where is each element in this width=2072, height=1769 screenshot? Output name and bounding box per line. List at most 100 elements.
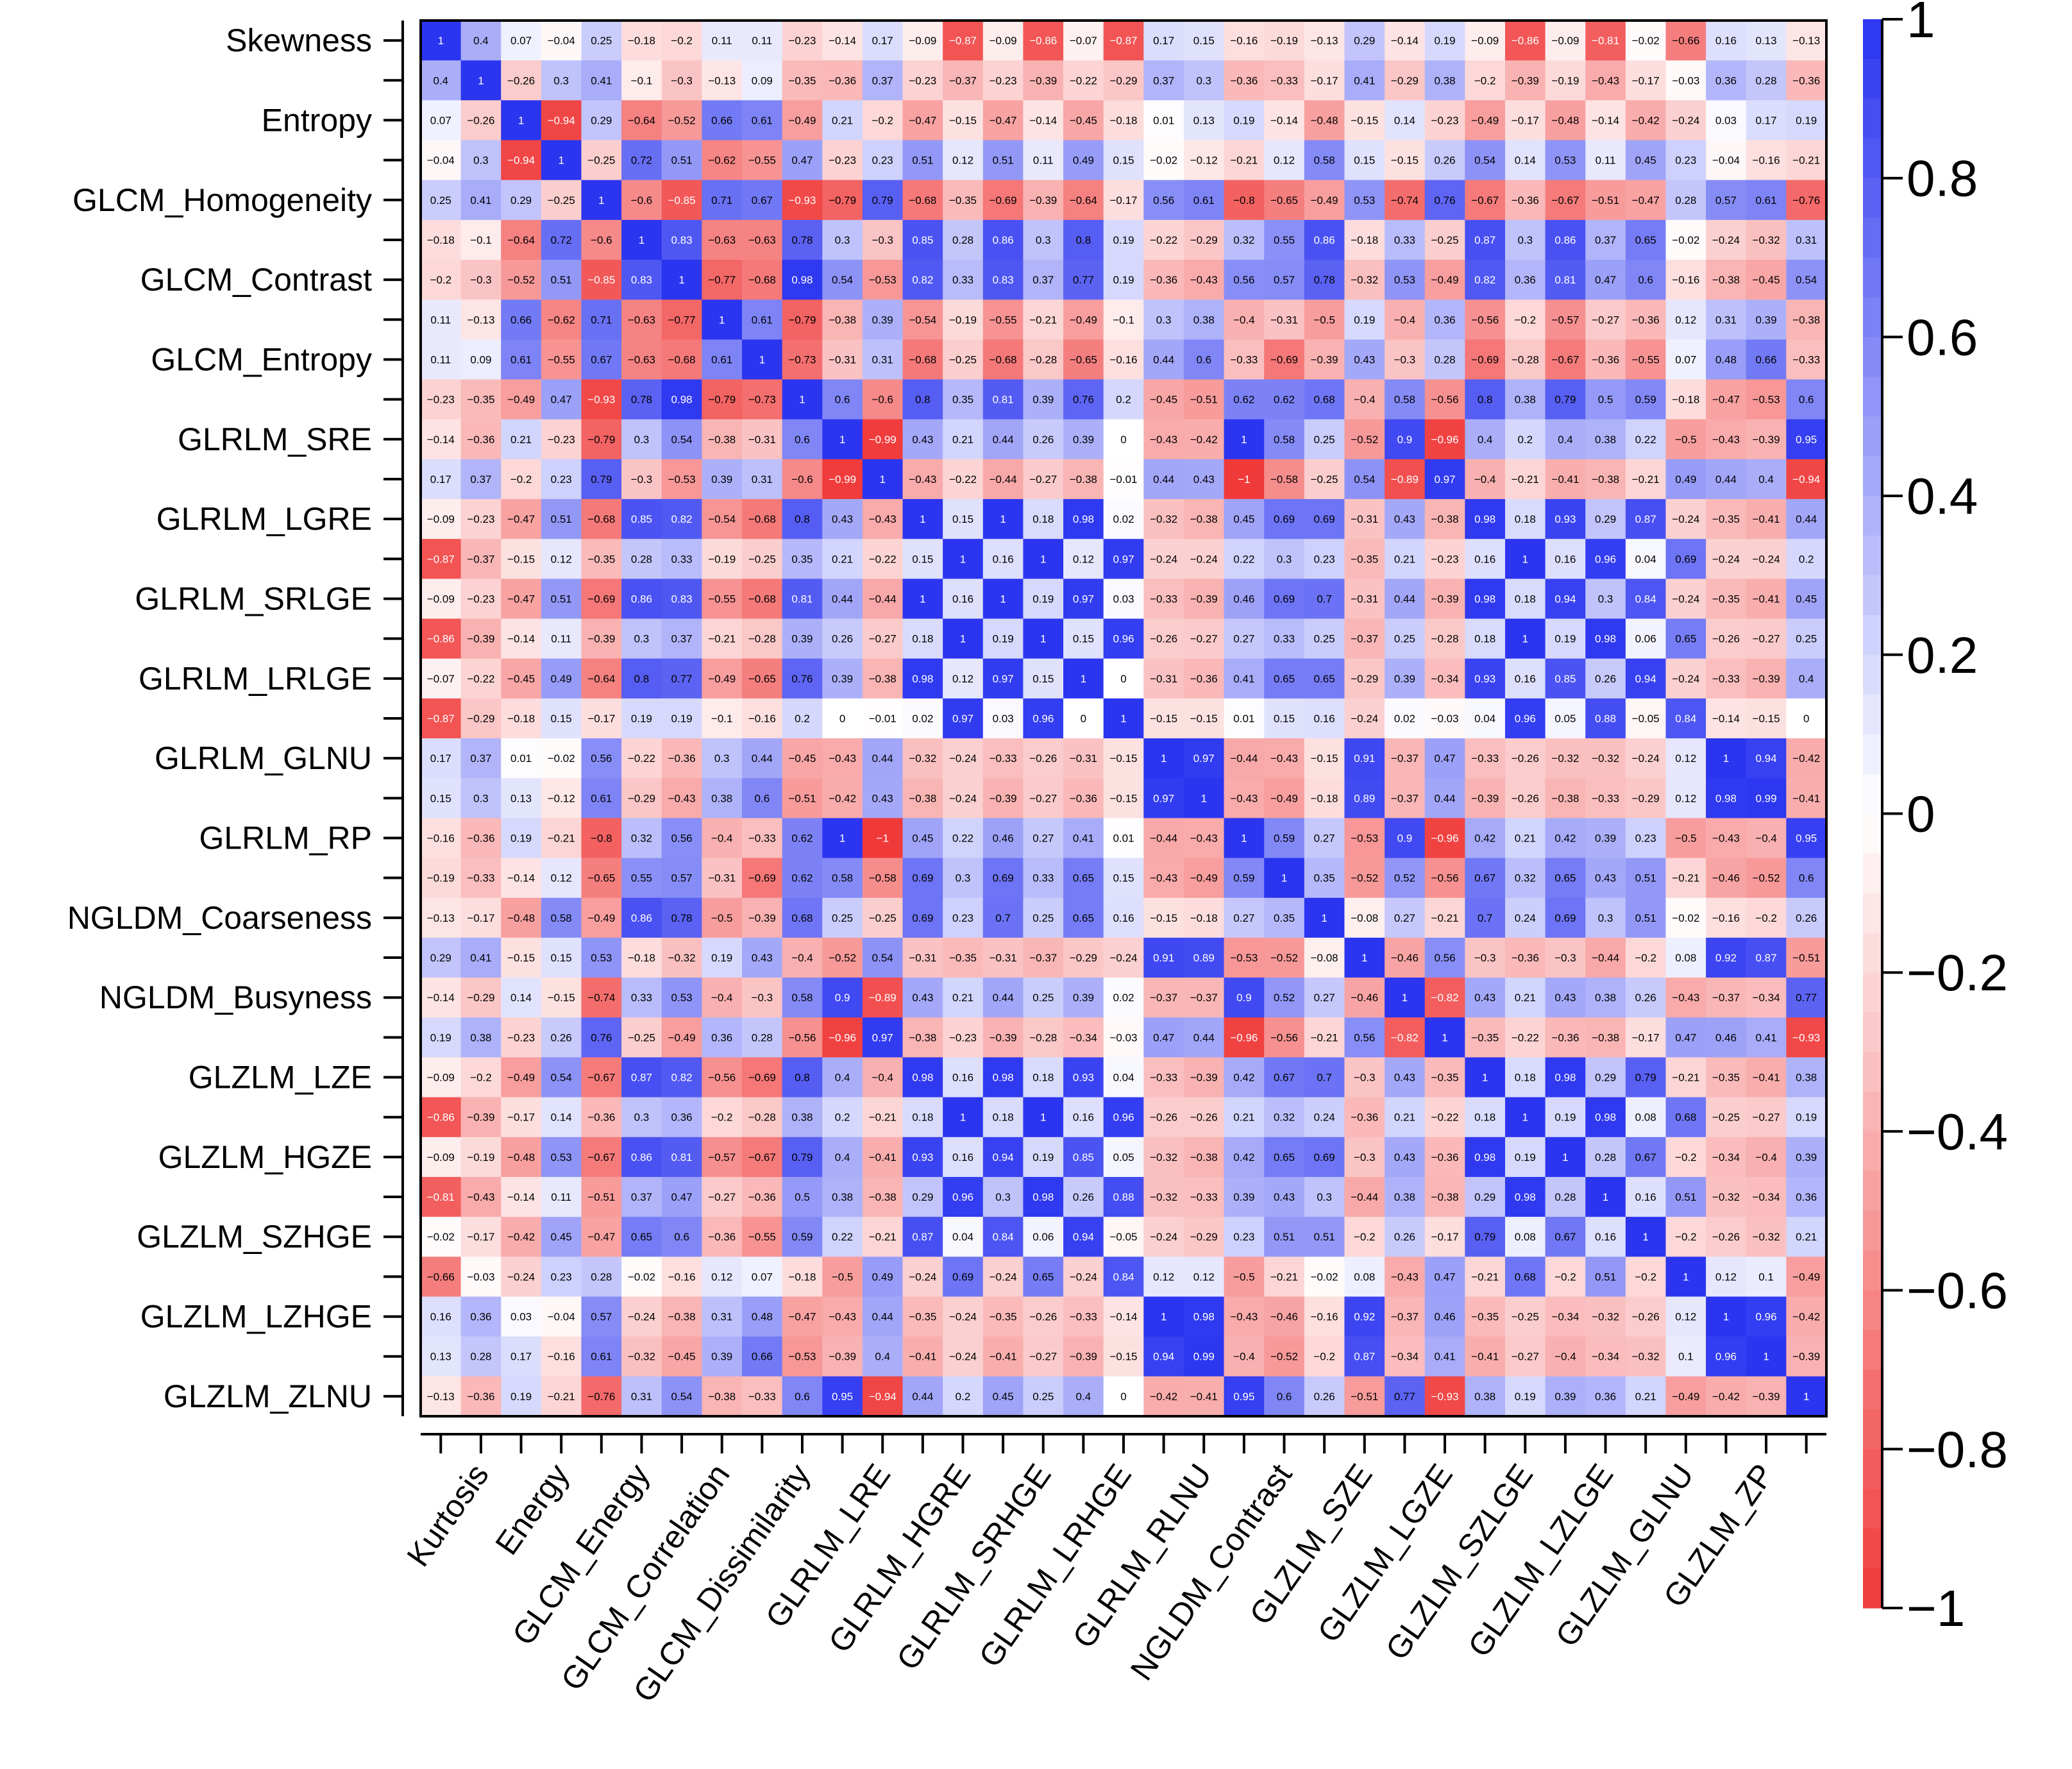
heatmap-cell [541,858,582,899]
cell-value-label: −0.57 [1551,314,1579,326]
heatmap-cell [1545,1057,1586,1098]
cell-value-label: 0.25 [1314,633,1335,645]
heatmap-cell [1786,100,1827,141]
cell-value-label: 0.65 [1675,633,1696,645]
heatmap-cell [1103,21,1144,61]
heatmap-cell [902,140,943,181]
heatmap-cell [421,937,462,978]
heatmap-cell [1304,897,1345,938]
heatmap-cell [1385,419,1426,460]
heatmap-cell [742,818,783,859]
heatmap-cell [621,818,662,859]
colorbar-swatch [1863,1012,1882,1053]
heatmap-cell [1304,499,1345,539]
cell-value-label: −0.67 [587,1151,615,1164]
heatmap-cell [1786,978,1827,1018]
heatmap-cell [1023,818,1064,859]
heatmap-cell [982,1097,1024,1138]
heatmap-cell [541,658,582,699]
cell-value-label: −0.16 [427,833,455,845]
cell-value-label: −0.5 [1313,314,1335,326]
heatmap-cell [1385,60,1426,101]
heatmap-cell [1504,698,1546,739]
heatmap-cell [1385,499,1426,539]
cell-value-label: 0.44 [993,992,1014,1004]
cell-value-label: −0.82 [1431,992,1459,1004]
cell-value-label: 0.24 [1314,1112,1335,1124]
cell-value-label: −0.3 [631,473,653,486]
heatmap-cell [982,1217,1024,1257]
cell-value-label: 0.86 [1314,234,1335,246]
cell-value-label: −0.56 [1431,394,1459,406]
heatmap-cell [1625,219,1667,260]
cell-value-label: −0.33 [467,872,494,884]
cell-value-label: −0.02 [1672,912,1699,924]
cell-value-label: 0.61 [510,353,532,366]
cell-value-label: −0.09 [1471,35,1499,47]
cell-value-label: 0.15 [1113,155,1134,167]
cell-value-label: 0.04 [1474,713,1495,725]
cell-value-label: 0.6 [1277,1391,1292,1403]
cell-value-label: 0.21 [1394,553,1415,565]
heatmap-cell [1183,499,1225,539]
heatmap-cell [1545,219,1586,260]
heatmap-cell [661,499,702,539]
cell-value-label: 0.52 [1274,992,1295,1004]
cell-value-label: −0.49 [1311,194,1338,207]
heatmap-cell [661,1217,702,1257]
cell-value-label: 0.84 [1675,713,1696,725]
cell-value-label: −0.09 [427,513,455,525]
heatmap-cell [1103,738,1144,779]
heatmap-cell [541,1257,582,1298]
cell-value-label: −0.74 [587,992,615,1004]
heatmap-cell [460,778,501,819]
cell-value-label: −0.2 [1755,912,1777,924]
cell-value-label: −0.19 [1551,74,1579,87]
heatmap-cell [621,339,662,380]
heatmap-cell [902,1137,943,1178]
heatmap-cell [501,897,542,938]
heatmap-cell [501,1057,542,1098]
heatmap-cell [621,1296,662,1337]
heatmap-cell [742,1097,783,1138]
heatmap-cell [1224,778,1265,819]
cell-value-label: −0.36 [748,1191,776,1203]
cell-value-label: −0.24 [1712,234,1740,246]
cell-value-label: −0.21 [1792,155,1820,167]
heatmap-cell [1385,1176,1426,1217]
cell-value-label: 0.11 [1033,155,1054,167]
heatmap-cell [742,140,783,181]
cell-value-label: −0.21 [548,1391,575,1403]
heatmap-cell [621,379,662,420]
cell-value-label: 0.12 [952,673,973,685]
cell-value-label: −0.24 [1150,553,1177,565]
cell-value-label: −0.39 [990,792,1017,804]
cell-value-label: 0.14 [510,992,532,1004]
cell-value-label: 0.76 [1434,194,1455,207]
heatmap-cell [1706,738,1747,779]
heatmap-cell [1224,100,1265,141]
heatmap-cell [1625,459,1667,500]
heatmap-cell [1424,100,1465,141]
cell-value-label: −0.51 [1592,194,1619,207]
cell-value-label: −0.31 [748,434,776,446]
cell-value-label: −0.93 [788,194,816,207]
cell-value-label: 0.18 [993,1112,1014,1124]
cell-value-label: −0.47 [788,1311,816,1323]
heatmap-cell [1585,658,1626,699]
cell-value-label: −0.46 [1391,952,1419,964]
heatmap-cell [1706,21,1747,61]
heatmap-cell [581,978,622,1018]
cell-value-label: 0.49 [551,673,572,685]
heatmap-cell [1304,1257,1345,1298]
cell-value-label: −0.23 [1431,553,1459,565]
cell-value-label: 0.52 [1394,872,1415,884]
heatmap-cell [541,1137,582,1178]
heatmap-cell [1183,818,1225,859]
heatmap-cell [1625,260,1667,300]
heatmap-cell [1706,778,1747,819]
cell-value-label: −0.36 [587,1112,615,1124]
y-tick-label: GLRLM_LGRE [156,501,372,537]
heatmap-cell [822,579,863,620]
heatmap-cell [1746,260,1787,300]
